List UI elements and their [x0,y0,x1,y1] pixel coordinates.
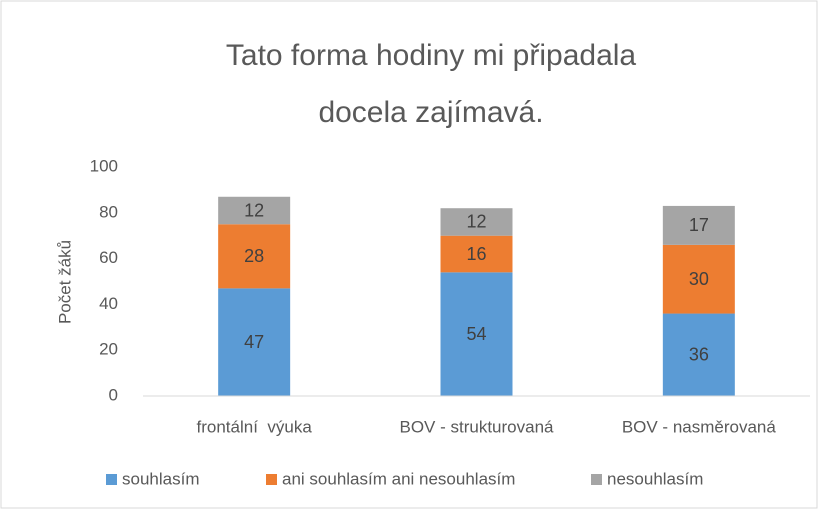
y-axis-label: Počet žáků [55,240,74,324]
chart-title: Tato forma hodiny mi připadala [226,39,637,72]
data-label: 12 [466,212,486,232]
data-label: 30 [689,269,709,289]
data-label: 47 [244,332,264,352]
x-tick-label: BOV - strukturovaná [399,417,554,436]
y-tick-label: 80 [99,202,118,221]
data-label: 17 [689,215,709,235]
data-label: 28 [244,246,264,266]
data-label: 54 [466,324,486,344]
y-tick-label: 40 [99,294,118,313]
bar-segment [440,235,513,273]
legend-swatch [106,474,117,485]
data-label: 16 [466,244,486,264]
bar-segment [218,196,291,225]
bar-segment [662,313,735,396]
x-tick-label: BOV - nasměrovaná [622,417,777,436]
bar-segment [440,208,513,236]
x-tick-label: frontální výuka [197,417,313,436]
y-tick-label: 100 [90,156,118,175]
chart-title: docela zajímavá. [318,96,543,129]
bar-segment [218,288,291,396]
bar-segment [218,224,291,289]
y-tick-label: 20 [99,340,118,359]
legend-label: nesouhlasím [607,469,703,488]
legend-swatch [591,474,602,485]
legend-swatch [266,474,277,485]
legend-label: souhlasím [122,469,199,488]
data-label: 36 [689,345,709,365]
legend-label: ani souhlasím ani nesouhlasím [282,469,515,488]
data-label: 12 [244,200,264,220]
bar-segment [662,244,735,314]
bar-segment [662,205,735,245]
y-tick-label: 60 [99,248,118,267]
y-tick-label: 0 [109,385,118,404]
bar-segment [440,272,513,396]
